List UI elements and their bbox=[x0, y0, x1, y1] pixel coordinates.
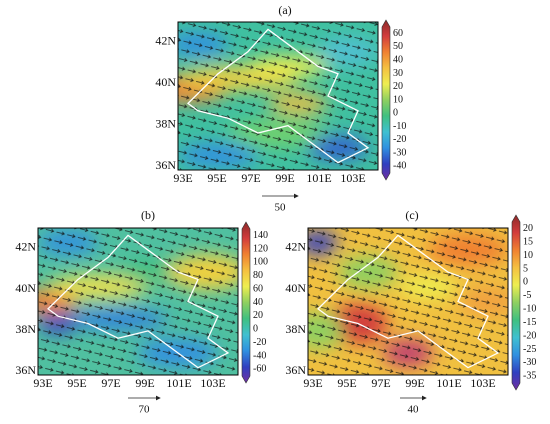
lon-tick-label: 103E bbox=[470, 376, 495, 390]
colorbar-tick-label: -5 bbox=[523, 290, 531, 301]
lon-tick-label: 95E bbox=[207, 171, 226, 185]
colorbar-tick-label: 10 bbox=[393, 94, 403, 105]
reference-vector-label: 50 bbox=[275, 202, 287, 214]
map-frame bbox=[307, 227, 509, 376]
boundary bbox=[187, 28, 370, 164]
colorbar-tick-label: 15 bbox=[523, 236, 533, 247]
colorbar-tick-label: 20 bbox=[253, 310, 263, 321]
colorbar-tick-label: 120 bbox=[253, 243, 268, 254]
colorbar-tick-label: 0 bbox=[523, 277, 528, 288]
colorbar-tick-label: 40 bbox=[393, 54, 403, 65]
panel-label: (b) bbox=[141, 208, 155, 222]
colorbar-tick-label: 140 bbox=[253, 230, 268, 241]
colorbar-body bbox=[511, 214, 521, 391]
wind-vectors bbox=[178, 22, 378, 170]
colorbar-tick-label: -30 bbox=[393, 147, 406, 158]
colorbar-tick-label: -20 bbox=[253, 337, 266, 348]
colorbar-tick-label: 100 bbox=[253, 257, 268, 268]
map-frame bbox=[37, 227, 239, 376]
colorbar: 60 50 40 30 20 10 0 -10 -20 -30 -40 bbox=[381, 19, 406, 181]
colorbar-tick-label: 20 bbox=[523, 223, 533, 234]
colorbar-tick-label: 10 bbox=[523, 250, 533, 261]
colorbar-tick-label: 0 bbox=[393, 108, 398, 119]
colorbar-tick-label: -60 bbox=[253, 364, 266, 375]
reference-vector-label: 40 bbox=[408, 404, 420, 416]
lat-tick-label: 40N bbox=[155, 75, 176, 89]
lon-tick-label: 93E bbox=[33, 376, 52, 390]
lon-tick-label: 101E bbox=[306, 171, 331, 185]
lon-tick-label: 99E bbox=[405, 376, 424, 390]
colorbar: 140 120 100 80 60 40 20 0 -20 -40 -60 bbox=[241, 221, 268, 384]
panel-label: (a) bbox=[278, 3, 291, 17]
colorbar: 20 15 10 5 0 -5 -10 -15 -20 -25 -30 -35 bbox=[511, 214, 536, 391]
field bbox=[308, 228, 508, 375]
lon-tick-label: 101E bbox=[166, 376, 191, 390]
boundary bbox=[46, 234, 230, 369]
lat-tick-label: 42N bbox=[155, 34, 176, 48]
lat-tick-label: 40N bbox=[285, 281, 306, 295]
colorbar-tick-label: 60 bbox=[393, 28, 403, 39]
lat-tick-label: 36N bbox=[15, 363, 36, 377]
lon-tick-label: 103E bbox=[200, 376, 225, 390]
lat-tick-label: 42N bbox=[285, 240, 306, 254]
wind-vectors bbox=[38, 228, 238, 375]
colorbar-tick-label: 5 bbox=[523, 263, 528, 274]
map-frame bbox=[177, 21, 379, 171]
colorbar-tick-label: -30 bbox=[523, 357, 536, 368]
lon-tick-label: 95E bbox=[337, 376, 356, 390]
colorbar-tick-label: 20 bbox=[393, 81, 403, 92]
colorbar-tick-label: 0 bbox=[253, 324, 258, 335]
colorbar-tick-label: 30 bbox=[393, 68, 403, 79]
boundary bbox=[316, 234, 500, 369]
lon-tick-label: 99E bbox=[275, 171, 294, 185]
lat-tick-label: 42N bbox=[15, 240, 36, 254]
colorbar-tick-label: -10 bbox=[393, 121, 406, 132]
colorbar-tick-label: -40 bbox=[253, 350, 266, 361]
colorbar-tick-label: -35 bbox=[523, 371, 536, 382]
lat-tick-label: 38N bbox=[155, 117, 176, 131]
colorbar-tick-label: 40 bbox=[253, 297, 263, 308]
colorbar-body bbox=[381, 19, 391, 181]
lat-tick-label: 38N bbox=[285, 322, 306, 336]
lat-tick-label: 36N bbox=[285, 363, 306, 377]
colorbar-tick-label: -40 bbox=[393, 161, 406, 172]
lon-tick-label: 101E bbox=[436, 376, 461, 390]
lon-tick-label: 97E bbox=[241, 171, 260, 185]
lon-tick-label: 97E bbox=[101, 376, 120, 390]
lat-tick-label: 40N bbox=[15, 281, 36, 295]
colorbar-tick-label: -15 bbox=[523, 317, 536, 328]
colorbar-tick-label: -20 bbox=[523, 330, 536, 341]
colorbar-tick-label: 50 bbox=[393, 41, 403, 52]
lat-tick-label: 36N bbox=[155, 158, 176, 172]
panel-label: (c) bbox=[405, 208, 418, 222]
lon-tick-label: 93E bbox=[303, 376, 322, 390]
field bbox=[38, 228, 238, 375]
lat-tick-label: 38N bbox=[15, 322, 36, 336]
colorbar-body bbox=[241, 221, 251, 384]
colorbar-tick-label: 80 bbox=[253, 270, 263, 281]
colorbar-tick-label: -25 bbox=[523, 344, 536, 355]
colorbar-tick-label: 60 bbox=[253, 283, 263, 294]
lon-tick-label: 99E bbox=[135, 376, 154, 390]
colorbar-tick-label: -20 bbox=[393, 134, 406, 145]
field bbox=[178, 22, 378, 170]
lon-tick-label: 103E bbox=[340, 171, 365, 185]
colorbar-tick-label: -10 bbox=[523, 304, 536, 315]
reference-vector-label: 70 bbox=[139, 404, 151, 416]
lon-tick-label: 95E bbox=[67, 376, 86, 390]
lon-tick-label: 97E bbox=[371, 376, 390, 390]
lon-tick-label: 93E bbox=[173, 171, 192, 185]
wind-vectors bbox=[308, 228, 508, 375]
